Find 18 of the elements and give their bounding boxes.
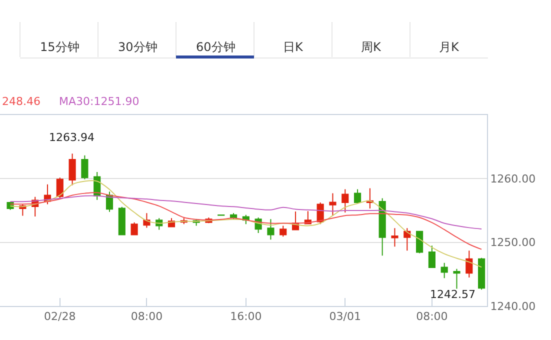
x-tick-label: 08:00 (416, 310, 448, 324)
text: 248.46 (2, 95, 40, 108)
text: MA30:1251.90 (59, 95, 140, 108)
y-tick-label: 1260.00 (490, 172, 536, 186)
text: 15分钟 (40, 40, 80, 54)
x-tick-label: 08:00 (130, 310, 163, 324)
x-tick-label: 02/28 (44, 310, 76, 324)
text: 日K (283, 40, 304, 54)
y-tick-label: 1240.00 (490, 300, 536, 313)
text: 月K (439, 40, 460, 54)
x-tick-label: 03/01 (329, 310, 361, 324)
annotation: 1242.57 (430, 288, 476, 301)
text: 30分钟 (118, 40, 158, 54)
text: 60分钟 (196, 40, 236, 54)
x-tick-label: 16:00 (230, 310, 262, 324)
text: 周K (361, 40, 382, 54)
annotation: 1263.94 (49, 131, 94, 144)
y-tick-label: 1250.00 (490, 236, 536, 250)
